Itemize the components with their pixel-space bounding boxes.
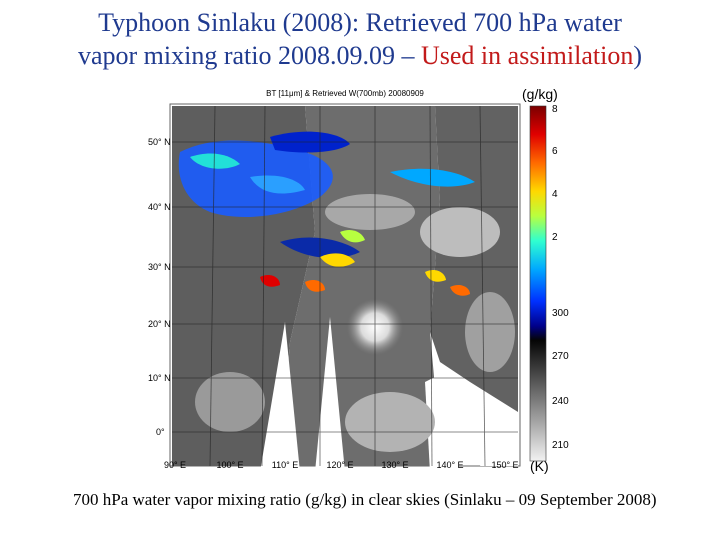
bt-tick: 270 xyxy=(552,351,569,362)
bt-tick: 240 xyxy=(552,396,569,407)
lon-label: 90° E xyxy=(164,460,186,470)
title-line-2: vapor mixing ratio 2008.09.09 – Used in … xyxy=(0,39,720,72)
colorbar-unit-top: (g/kg) xyxy=(522,86,558,102)
lat-label: 0° xyxy=(156,427,165,437)
lon-label: 150° E xyxy=(491,460,518,470)
graticule xyxy=(172,105,518,467)
latitude-labels: 50° N 40° N 30° N 20° N 10° N 0° xyxy=(148,137,171,437)
lon-label: 110° E xyxy=(272,460,298,470)
colorbar-ticks: 8 6 4 2 300 270 240 210 xyxy=(552,104,569,451)
map-inner-title: BT [11μm] & Retrieved W(700mb) 20080909 xyxy=(266,89,424,98)
wv-tick: 2 xyxy=(552,232,558,243)
lon-label: 100° E xyxy=(216,460,243,470)
lat-label: 20° N xyxy=(148,319,171,329)
bt-tick: 300 xyxy=(552,308,569,319)
title-highlight: Used in assimilation xyxy=(421,41,634,70)
colorbar xyxy=(529,105,547,462)
lon-label: 120° E xyxy=(326,460,353,470)
bt-tick: 210 xyxy=(552,440,569,451)
lon-label: 130° E xyxy=(381,460,408,470)
lat-label: 40° N xyxy=(148,202,171,212)
title-line-2-prefix: vapor mixing ratio 2008.09.09 – xyxy=(77,41,421,70)
lon-label: 140° E xyxy=(436,460,463,470)
slide-title: Typhoon Sinlaku (2008): Retrieved 700 hP… xyxy=(0,6,720,72)
wv-tick: 6 xyxy=(552,146,558,157)
title-line-1: Typhoon Sinlaku (2008): Retrieved 700 hP… xyxy=(98,8,622,37)
lat-label: 10° N xyxy=(148,373,171,383)
lat-label: 30° N xyxy=(148,262,171,272)
wv-tick: 4 xyxy=(552,189,558,200)
satellite-map: BT [11μm] & Retrieved W(700mb) 20080909 … xyxy=(148,89,569,472)
figure-caption: 700 hPa water vapor mixing ratio (g/kg) … xyxy=(73,490,657,509)
colorbar-unit-bottom: (K) xyxy=(530,458,549,474)
longitude-labels: 90° E 100° E 110° E 120° E 130° E 140° E… xyxy=(164,460,519,470)
wv-tick: 8 xyxy=(552,104,558,115)
lat-label: 50° N xyxy=(148,137,171,147)
title-line-2-suffix: ) xyxy=(633,41,642,70)
water-vapor-overlay xyxy=(178,131,475,296)
